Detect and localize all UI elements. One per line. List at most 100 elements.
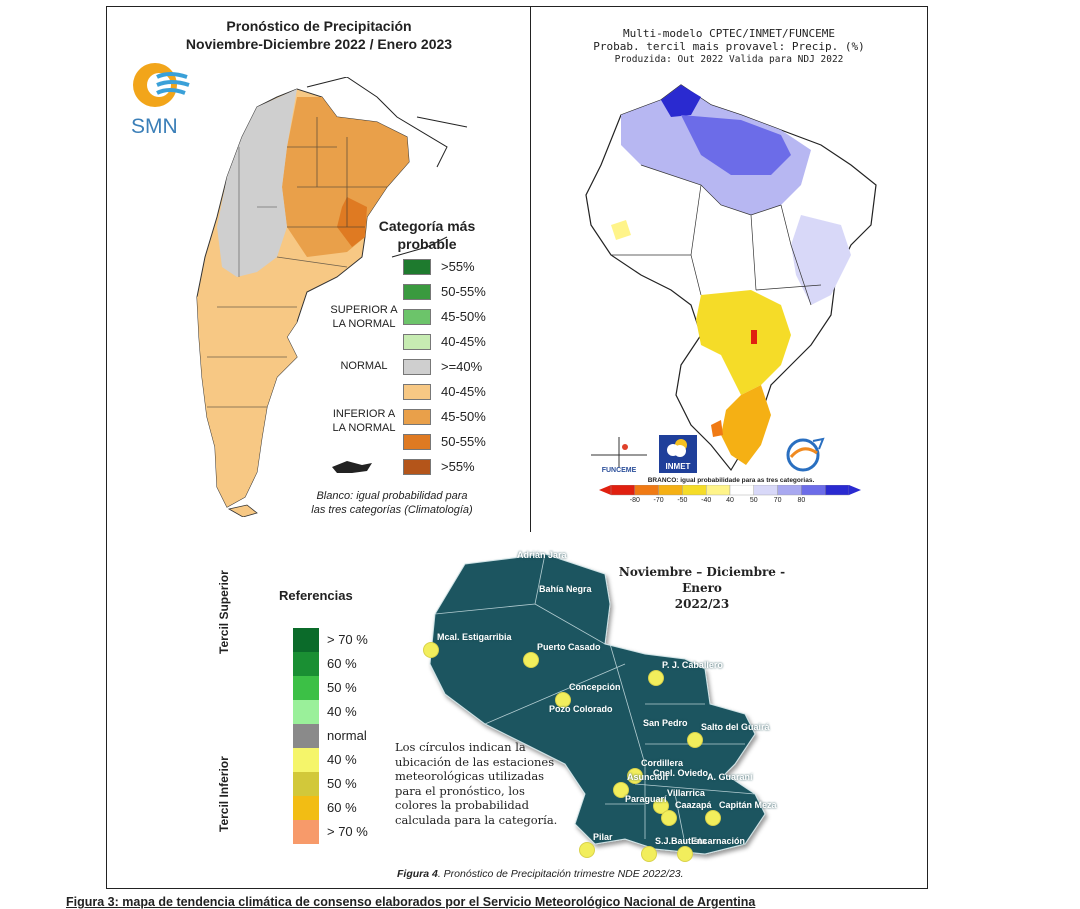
colorbar-segment bbox=[682, 485, 707, 496]
cptec-map-title: Multi-modelo CPTEC/INMET/FUNCEME Probab.… bbox=[593, 27, 865, 65]
legend-label: >=40% bbox=[441, 359, 483, 374]
figure4-caption: Figura 4. Pronóstico de Precipitación tr… bbox=[397, 868, 684, 880]
brazil-forecast-map bbox=[585, 84, 877, 472]
colorbar-segment bbox=[777, 485, 802, 496]
station-label: Villarrica bbox=[667, 788, 705, 798]
station-dot bbox=[661, 810, 677, 826]
legend-label: >55% bbox=[441, 259, 475, 274]
colorbar-tick-label: -80 bbox=[629, 497, 640, 504]
station-dot bbox=[648, 670, 664, 686]
cptec-colorbar-ticks: -80 -70 -50 -40 40 50 70 80 bbox=[599, 497, 861, 509]
colorbar-tick-label: 80 bbox=[797, 497, 806, 504]
reference-label: > 70 % bbox=[327, 632, 368, 647]
legend-swatch bbox=[403, 334, 431, 350]
paraguay-forecast-panel: Referencias Tercil Superior Tercil Infer… bbox=[106, 532, 928, 889]
legend-label: 45-50% bbox=[441, 409, 486, 424]
station-dot bbox=[613, 782, 629, 798]
tercil-inferior-label: Tercil Inferior bbox=[217, 756, 231, 832]
cptec-logo bbox=[783, 435, 827, 475]
funceme-logo: FUNCEME bbox=[591, 437, 647, 477]
legend-label: 40-45% bbox=[441, 334, 486, 349]
legend-label: 50-55% bbox=[441, 434, 486, 449]
reference-swatch bbox=[293, 628, 319, 652]
reference-label: 40 % bbox=[327, 704, 357, 719]
smn-climatology-note: Blanco: igual probabilidad para las tres… bbox=[311, 490, 473, 516]
reference-label: 60 % bbox=[327, 800, 357, 815]
station-label: Puerto Casado bbox=[537, 642, 601, 652]
reference-swatch bbox=[293, 796, 319, 820]
reference-label: > 70 % bbox=[327, 824, 368, 839]
colorbar-segment bbox=[705, 485, 731, 496]
colorbar-tick-label: 50 bbox=[749, 497, 758, 504]
references-title: Referencias bbox=[279, 588, 353, 603]
legend-label: 45-50% bbox=[441, 309, 486, 324]
station-dot bbox=[687, 732, 703, 748]
station-label: Caazapá bbox=[675, 800, 712, 810]
reference-swatch bbox=[293, 772, 319, 796]
station-label: Pozo Colorado bbox=[549, 704, 613, 714]
category-superior-label: SUPERIOR A LA NORMAL bbox=[330, 304, 398, 330]
legend-swatch bbox=[403, 309, 431, 325]
smn-logo: SMN bbox=[129, 59, 193, 143]
legend-swatch bbox=[403, 284, 431, 300]
station-dot bbox=[523, 652, 539, 668]
colorbar-segment bbox=[634, 485, 659, 496]
smn-legend-title: Categoría más probable bbox=[378, 218, 476, 252]
reference-label: normal bbox=[327, 728, 367, 743]
station-label: Cnel. Oviedo bbox=[653, 768, 709, 778]
station-label: Mcal. Estigarribia bbox=[437, 632, 512, 642]
colorbar-tick-label: -50 bbox=[677, 497, 688, 504]
reference-label: 50 % bbox=[327, 776, 357, 791]
station-label: Asunción bbox=[627, 772, 669, 782]
reference-swatch bbox=[293, 676, 319, 700]
argentina-forecast-map bbox=[196, 77, 468, 517]
station-dot bbox=[641, 846, 657, 862]
colorbar-segment bbox=[729, 485, 754, 496]
legend-label: 50-55% bbox=[441, 284, 486, 299]
station-label: S.J.Bautista bbox=[655, 836, 707, 846]
stations-explanation: Los círculos indican la ubicación de las… bbox=[395, 740, 558, 827]
station-label: Cordillera bbox=[641, 758, 684, 768]
station-label: Concepción bbox=[569, 682, 621, 692]
inmet-logo: INMET bbox=[659, 435, 697, 473]
station-dot bbox=[677, 846, 693, 862]
reference-swatch bbox=[293, 700, 319, 724]
colorbar-tick-label: 70 bbox=[773, 497, 782, 504]
station-label: San Pedro bbox=[643, 718, 688, 728]
cptec-forecast-panel: Multi-modelo CPTEC/INMET/FUNCEME Probab.… bbox=[530, 6, 928, 534]
colorbar-segment bbox=[753, 485, 778, 496]
reference-swatch bbox=[293, 652, 319, 676]
colorbar-left-arrow bbox=[599, 485, 611, 495]
smn-logo-text: SMN bbox=[131, 115, 178, 138]
paraguay-station-map bbox=[429, 553, 766, 855]
colorbar-segment bbox=[610, 485, 635, 496]
colorbar-segment bbox=[658, 485, 683, 496]
station-label: Capitán Meza bbox=[719, 800, 777, 810]
colorbar-segment bbox=[801, 485, 826, 496]
colorbar-tick-label: 40 bbox=[726, 497, 734, 504]
station-label: P. J. Caballero bbox=[662, 660, 723, 670]
station-dot bbox=[555, 692, 571, 708]
legend-swatch bbox=[403, 459, 431, 475]
legend-swatch bbox=[403, 434, 431, 450]
colorbar-right-arrow bbox=[849, 485, 861, 495]
legend-label: >55% bbox=[441, 459, 475, 474]
station-dot bbox=[627, 768, 643, 784]
station-label: Adrián Jara bbox=[517, 550, 567, 560]
paraguay-outline bbox=[429, 553, 766, 855]
cptec-colorbar-caption: BRANCO: igual probabilidade para as tres… bbox=[647, 477, 815, 484]
reference-label: 60 % bbox=[327, 656, 357, 671]
station-label: Encarnación bbox=[691, 836, 746, 846]
reference-swatch bbox=[293, 820, 319, 844]
station-dot bbox=[423, 642, 439, 658]
colorbar-tick-label: -40 bbox=[701, 497, 712, 504]
station-label: Salto del Guairá bbox=[701, 722, 770, 732]
station-label: Bahía Negra bbox=[539, 584, 592, 594]
legend-swatch bbox=[403, 384, 431, 400]
category-normal-label: NORMAL bbox=[340, 360, 388, 372]
figure3-caption: Figura 3: mapa de tendencia climática de… bbox=[66, 895, 756, 909]
colorbar-segment bbox=[824, 485, 850, 496]
station-dot bbox=[579, 842, 595, 858]
tercil-superior-label: Tercil Superior bbox=[217, 570, 231, 654]
station-label: A. Guaraní bbox=[707, 772, 753, 782]
